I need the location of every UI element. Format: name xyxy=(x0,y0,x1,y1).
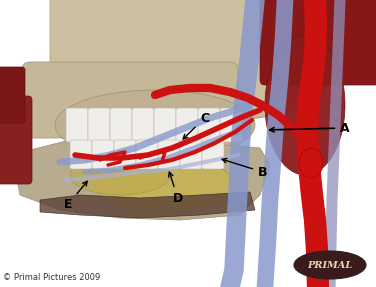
FancyBboxPatch shape xyxy=(132,108,154,142)
Text: E: E xyxy=(64,181,87,211)
Ellipse shape xyxy=(299,148,323,178)
Text: C: C xyxy=(183,112,209,139)
Ellipse shape xyxy=(95,158,235,212)
FancyBboxPatch shape xyxy=(110,108,132,142)
FancyBboxPatch shape xyxy=(0,67,25,123)
FancyBboxPatch shape xyxy=(88,108,110,142)
FancyBboxPatch shape xyxy=(70,140,92,169)
FancyBboxPatch shape xyxy=(198,108,220,142)
FancyBboxPatch shape xyxy=(50,0,310,110)
FancyBboxPatch shape xyxy=(92,140,114,169)
FancyBboxPatch shape xyxy=(66,108,88,142)
FancyBboxPatch shape xyxy=(260,0,376,85)
FancyBboxPatch shape xyxy=(22,62,238,138)
Text: PRIMAL: PRIMAL xyxy=(307,261,353,269)
Polygon shape xyxy=(40,192,255,218)
Text: D: D xyxy=(168,172,183,205)
FancyBboxPatch shape xyxy=(158,140,180,169)
FancyBboxPatch shape xyxy=(154,108,176,142)
FancyBboxPatch shape xyxy=(220,108,242,142)
Text: © Primal Pictures 2009: © Primal Pictures 2009 xyxy=(3,273,100,282)
FancyBboxPatch shape xyxy=(176,108,198,142)
Ellipse shape xyxy=(70,155,170,195)
Ellipse shape xyxy=(55,90,255,160)
Text: A: A xyxy=(270,121,350,135)
FancyBboxPatch shape xyxy=(114,140,136,169)
FancyBboxPatch shape xyxy=(136,140,158,169)
FancyBboxPatch shape xyxy=(202,140,224,169)
FancyBboxPatch shape xyxy=(0,96,32,184)
Ellipse shape xyxy=(294,251,366,279)
Text: B: B xyxy=(222,158,267,179)
Polygon shape xyxy=(15,140,270,220)
Ellipse shape xyxy=(120,0,340,120)
FancyBboxPatch shape xyxy=(180,140,202,169)
Ellipse shape xyxy=(265,35,345,175)
